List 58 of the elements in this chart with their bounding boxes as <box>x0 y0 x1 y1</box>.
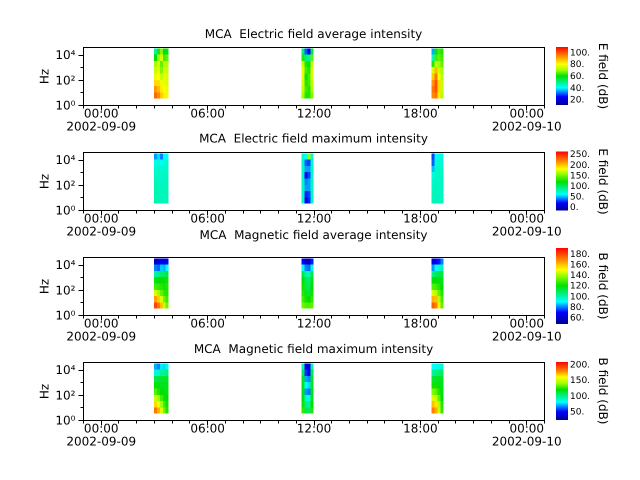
color-bar-label: 40. <box>570 83 584 94</box>
y-axis-title: Hz <box>36 383 51 399</box>
x-tick-label: 18:00 <box>402 316 438 330</box>
x-tick-label: 18:00 <box>402 211 438 225</box>
y-axis-title: Hz <box>36 68 51 84</box>
x-tick-label: 18:00 <box>402 106 438 120</box>
x-tick-label: 12:00 <box>296 316 331 330</box>
x-tick-label: 00:00 2002-09-10 <box>491 211 562 238</box>
y-tick-label: 10² <box>54 282 76 297</box>
y-tick-label: 10⁴ <box>54 152 76 167</box>
y-tick-label: 10⁴ <box>54 362 76 377</box>
chart-title: MCA Electric field average intensity <box>204 26 422 40</box>
x-tick-label: 06:00 <box>190 211 224 225</box>
color-bar-label: 250. <box>570 150 590 160</box>
y-tick-label: 10² <box>54 388 76 402</box>
x-tick-label: 18:00 <box>402 421 438 435</box>
color-bar-label: 20. <box>570 95 584 106</box>
x-tick-label: 00:00 2002-09-10 <box>491 106 562 133</box>
color-bar-title: B field (dB) <box>596 252 610 319</box>
y-tick-label: 10⁴ <box>54 258 76 272</box>
color-bar-label: 100. <box>570 181 590 192</box>
color-bar-label: 60. <box>570 313 584 324</box>
color-bar-label: 200. <box>570 160 590 170</box>
color-bar-label: 150. <box>570 376 590 386</box>
color-bar-label: 100. <box>570 292 590 302</box>
color-bar-label: 140. <box>570 270 590 281</box>
color-bar-label: 160. <box>570 260 590 270</box>
color-bar-label: 60. <box>570 72 584 82</box>
color-bar-label: 80. <box>570 60 584 70</box>
y-tick-label: 10² <box>54 178 76 192</box>
color-bar-title: E field (dB) <box>596 148 610 214</box>
x-tick-label: 00:00 2002-09-10 <box>491 316 562 343</box>
color-bar-title: B field (dB) <box>596 357 610 424</box>
color-bar-label: 150. <box>570 170 590 181</box>
y-axis-title: Hz <box>36 173 51 189</box>
color-bar-label: 180. <box>570 249 590 260</box>
color-bar-label: 120. <box>570 281 590 292</box>
chart-title: MCA Magnetic field average intensity <box>198 228 428 242</box>
y-tick-label: 10² <box>54 72 76 87</box>
color-bar-label: 100. <box>570 48 590 58</box>
color-bar-label: 80. <box>570 302 584 312</box>
color-bar-label: 50. <box>570 407 584 418</box>
x-tick-label: 12:00 <box>296 106 331 120</box>
x-tick-label: 06:00 <box>190 316 224 330</box>
x-tick-label: 00:00 2002-09-10 <box>491 421 562 448</box>
x-tick-label: 12:00 <box>296 211 331 225</box>
x-tick-label: 06:00 <box>190 421 224 435</box>
x-tick-label: 06:00 <box>190 106 224 120</box>
chart-title: MCA Magnetic field maximum intensity <box>193 342 433 356</box>
x-tick-label: 12:00 <box>296 421 331 435</box>
chart-title: MCA Electric field maximum intensity <box>198 131 428 145</box>
color-bar-label: 100. <box>570 391 590 402</box>
y-axis-title: Hz <box>36 278 51 294</box>
color-bar-label: 0. <box>570 202 578 213</box>
color-bar-title: E field (dB) <box>596 42 610 109</box>
y-tick-label: 10⁴ <box>54 48 76 62</box>
color-bar-label: 200. <box>570 360 590 370</box>
color-bar-label: 50. <box>570 192 584 202</box>
